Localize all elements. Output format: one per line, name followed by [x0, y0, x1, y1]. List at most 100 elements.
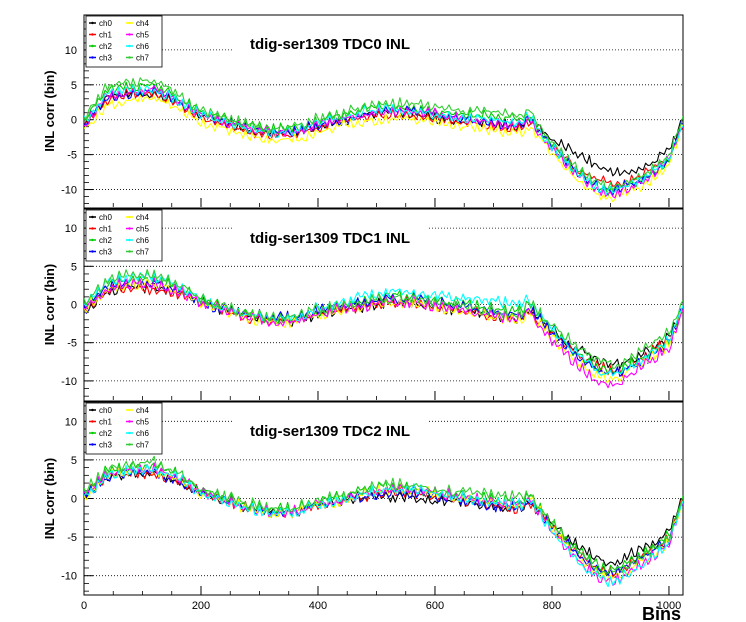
legend-label: ch3 [99, 248, 112, 257]
chart-title: tdig-ser1309 TDC0 INL [250, 36, 410, 53]
series-line-ch7 [84, 455, 683, 575]
title-backdrop [234, 227, 428, 249]
y-tick-label: -5 [67, 532, 77, 544]
legend-label: ch0 [99, 406, 112, 415]
legend-box [85, 209, 163, 262]
legend-marker-ch7 [128, 250, 131, 253]
legend-label: ch5 [136, 225, 149, 234]
legend-label: ch7 [136, 441, 149, 450]
legend-label: ch2 [99, 429, 112, 438]
y-tick-label: 5 [71, 455, 77, 467]
y-tick-label: -10 [61, 571, 77, 583]
legend-marker-ch4 [128, 21, 131, 25]
legend-marker-ch1 [91, 420, 94, 423]
legend-label: ch4 [136, 213, 149, 222]
legend-label: ch6 [136, 42, 149, 51]
y-axis-label: INL corr (bin) [42, 458, 57, 539]
legend-label: ch0 [99, 213, 112, 222]
legend-marker-ch6 [128, 431, 131, 435]
series-line-ch3 [84, 466, 683, 579]
legend-label: ch7 [136, 54, 149, 63]
legend-marker-ch2 [91, 431, 94, 435]
series-line-ch6 [84, 271, 683, 377]
x-tick-label: 400 [309, 600, 327, 612]
legend-marker-ch3 [91, 56, 94, 59]
legend-marker-ch1 [91, 33, 94, 36]
legend-label: ch7 [136, 248, 149, 257]
legend-label: ch2 [99, 236, 112, 245]
legend: ch0 ch1 ch2 ch3 ch4 ch5 ch6 ch7 [85, 209, 163, 262]
legend-marker-ch2 [91, 44, 94, 48]
legend-marker-ch4 [128, 215, 131, 219]
legend-marker-ch6 [128, 238, 131, 242]
series-group [84, 455, 683, 588]
y-tick-label: 0 [71, 494, 77, 506]
series-group [84, 77, 683, 203]
y-tick-label: 10 [65, 223, 77, 235]
series-line-ch7 [84, 77, 683, 192]
legend: ch0 ch1 ch2 ch3 ch4 ch5 ch6 ch7 [85, 402, 163, 455]
legend-marker-ch0 [91, 215, 94, 219]
legend-marker-ch5 [128, 227, 131, 230]
legend-marker-ch0 [91, 408, 94, 412]
y-tick-label: -5 [67, 338, 77, 350]
title-backdrop [234, 420, 428, 442]
series-line-ch5 [84, 277, 683, 389]
y-tick-label: 10 [65, 45, 77, 57]
legend-marker-ch6 [128, 44, 131, 48]
y-tick-label: 5 [71, 261, 77, 273]
legend-label: ch6 [136, 429, 149, 438]
y-tick-label: 0 [71, 300, 77, 312]
legend-box [85, 402, 163, 455]
legend-marker-ch5 [128, 420, 131, 423]
legend-marker-ch2 [91, 238, 94, 242]
legend-label: ch4 [136, 19, 149, 28]
series-line-ch7 [84, 269, 683, 369]
legend-marker-ch1 [91, 227, 94, 230]
legend-label: ch5 [136, 418, 149, 427]
x-tick-label: 200 [192, 600, 210, 612]
legend-label: ch2 [99, 42, 112, 51]
y-tick-label: -10 [61, 376, 77, 388]
legend-marker-ch3 [91, 443, 94, 446]
chart-title: tdig-ser1309 TDC1 INL [250, 230, 410, 247]
legend-marker-ch4 [128, 408, 131, 412]
series-line-ch6 [84, 84, 683, 196]
series-line-ch4 [84, 94, 683, 203]
legend-label: ch6 [136, 236, 149, 245]
legend-label: ch3 [99, 441, 112, 450]
x-tick-label: 800 [543, 600, 561, 612]
y-axis-label: INL corr (bin) [42, 70, 57, 151]
y-tick-label: 0 [71, 115, 77, 127]
y-tick-label: 5 [71, 80, 77, 92]
legend-marker-ch3 [91, 250, 94, 253]
legend-box [85, 15, 163, 68]
title-backdrop [234, 33, 428, 55]
y-tick-label: -5 [67, 150, 77, 162]
legend-label: ch5 [136, 31, 149, 40]
legend-marker-ch5 [128, 33, 131, 36]
legend-marker-ch7 [128, 443, 131, 446]
legend-label: ch1 [99, 418, 112, 427]
y-tick-label: 10 [65, 416, 77, 428]
legend: ch0 ch1 ch2 ch3 ch4 ch5 ch6 ch7 [85, 15, 163, 68]
legend-marker-ch0 [91, 21, 94, 25]
legend-marker-ch7 [128, 56, 131, 59]
y-axis-label: INL corr (bin) [42, 264, 57, 345]
legend-label: ch1 [99, 31, 112, 40]
x-tick-label: 1000 [657, 600, 681, 612]
x-axis-label: Bins [642, 604, 681, 622]
legend-label: ch1 [99, 225, 112, 234]
legend-label: ch0 [99, 19, 112, 28]
legend-label: ch4 [136, 406, 149, 415]
chart-title: tdig-ser1309 TDC2 INL [250, 423, 410, 440]
x-tick-label: 0 [81, 600, 87, 612]
x-tick-label: 600 [426, 600, 444, 612]
legend-label: ch3 [99, 54, 112, 63]
series-group [84, 269, 683, 389]
y-tick-label: -10 [61, 185, 77, 197]
